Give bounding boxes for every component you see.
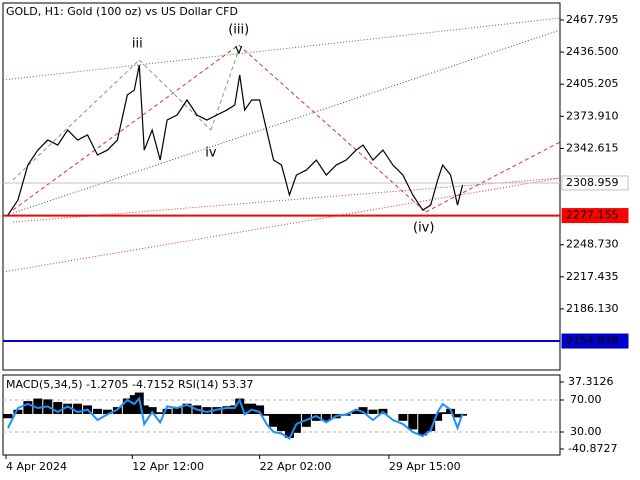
trend-line bbox=[425, 141, 561, 213]
macd-bar bbox=[277, 413, 286, 432]
macd-bar bbox=[162, 408, 172, 414]
trend-line bbox=[138, 59, 212, 131]
macd-bar bbox=[351, 410, 361, 414]
macd-bar bbox=[255, 405, 265, 414]
macd-bar bbox=[240, 403, 250, 414]
macd-bar bbox=[63, 403, 73, 414]
macd-bar bbox=[230, 405, 240, 414]
wave-label: v bbox=[235, 43, 243, 58]
macd-bar bbox=[453, 413, 463, 418]
trend-line bbox=[12, 59, 140, 181]
macd-bar bbox=[222, 406, 232, 414]
macd-bar bbox=[172, 407, 182, 414]
y-tick-label: 2405.205 bbox=[566, 77, 619, 90]
y2-tick-label: 37.3126 bbox=[568, 375, 614, 388]
y-tick-label: 2342.615 bbox=[566, 141, 619, 154]
macd-bar bbox=[33, 398, 43, 414]
macd-bar bbox=[398, 413, 408, 421]
y-tick-label: 70.00 bbox=[570, 393, 602, 406]
macd-bar bbox=[93, 408, 102, 414]
level-label: 2308.959 bbox=[566, 176, 619, 189]
level-label: 2154.838 bbox=[566, 334, 619, 347]
macd-bar bbox=[122, 398, 132, 414]
y-tick-label: 2248.730 bbox=[566, 238, 619, 251]
trend-line bbox=[2, 17, 561, 81]
macd-bar bbox=[358, 407, 368, 414]
macd-bar bbox=[53, 401, 63, 414]
macd-bar bbox=[202, 407, 212, 414]
macd-bar bbox=[433, 413, 443, 421]
wave-label: iv bbox=[205, 146, 217, 161]
macd-bar bbox=[155, 412, 165, 414]
indicator-frame bbox=[2, 374, 561, 456]
y-tick-label: 2436.500 bbox=[566, 45, 619, 58]
rsi-line bbox=[7, 396, 464, 440]
macd-bar bbox=[235, 398, 245, 414]
macd-bar bbox=[426, 413, 436, 432]
macd-bar bbox=[269, 413, 279, 427]
x-tick-label: 22 Apr 02:00 bbox=[260, 460, 332, 473]
macd-bar bbox=[408, 413, 418, 430]
price-line bbox=[7, 64, 464, 216]
macd-bar bbox=[321, 413, 331, 421]
wave-label: iii bbox=[132, 37, 143, 52]
trend-line bbox=[2, 177, 561, 273]
macd-bar bbox=[262, 413, 272, 416]
indicator-label: MACD(5,34,5) -1.2705 -4.7152 RSI(14) 53.… bbox=[6, 378, 253, 391]
trend-line bbox=[210, 49, 240, 131]
y-tick-label: 2217.435 bbox=[566, 270, 619, 283]
macd-bar bbox=[3, 413, 13, 419]
x-tick-label: 12 Apr 12:00 bbox=[132, 460, 204, 473]
x-tick-label: 4 Apr 2024 bbox=[6, 460, 67, 473]
trend-line bbox=[12, 44, 240, 211]
macd-bar bbox=[73, 403, 83, 414]
macd-bar bbox=[311, 413, 321, 421]
macd-bar bbox=[182, 403, 192, 414]
chart-title: GOLD, H1: Gold (100 oz) vs US Dollar CFD bbox=[6, 5, 238, 18]
price-frame bbox=[2, 2, 561, 371]
wave-label: (iii) bbox=[228, 23, 249, 38]
macd-bar bbox=[13, 409, 23, 414]
level-label-bg bbox=[561, 333, 629, 349]
y2-tick-label: -40.8727 bbox=[568, 442, 617, 455]
macd-bar bbox=[418, 413, 428, 436]
macd-bar bbox=[102, 409, 112, 414]
macd-bar bbox=[438, 412, 448, 414]
macd-bar bbox=[23, 401, 33, 414]
level-label-bg bbox=[561, 175, 629, 191]
macd-bar bbox=[139, 405, 149, 414]
macd-bar bbox=[368, 409, 378, 414]
level-label-bg bbox=[561, 208, 629, 224]
y-tick-label: 30.00 bbox=[570, 425, 602, 438]
x-tick-label: 29 Apr 15:00 bbox=[389, 460, 461, 473]
y-tick-label: 2467.795 bbox=[566, 13, 619, 26]
level-label: 2277.155 bbox=[566, 209, 619, 222]
y-tick-label: 2186.130 bbox=[566, 302, 619, 315]
wave-label: (iv) bbox=[413, 221, 434, 236]
macd-bar bbox=[284, 413, 294, 438]
y-tick-label: 2373.910 bbox=[566, 109, 619, 122]
